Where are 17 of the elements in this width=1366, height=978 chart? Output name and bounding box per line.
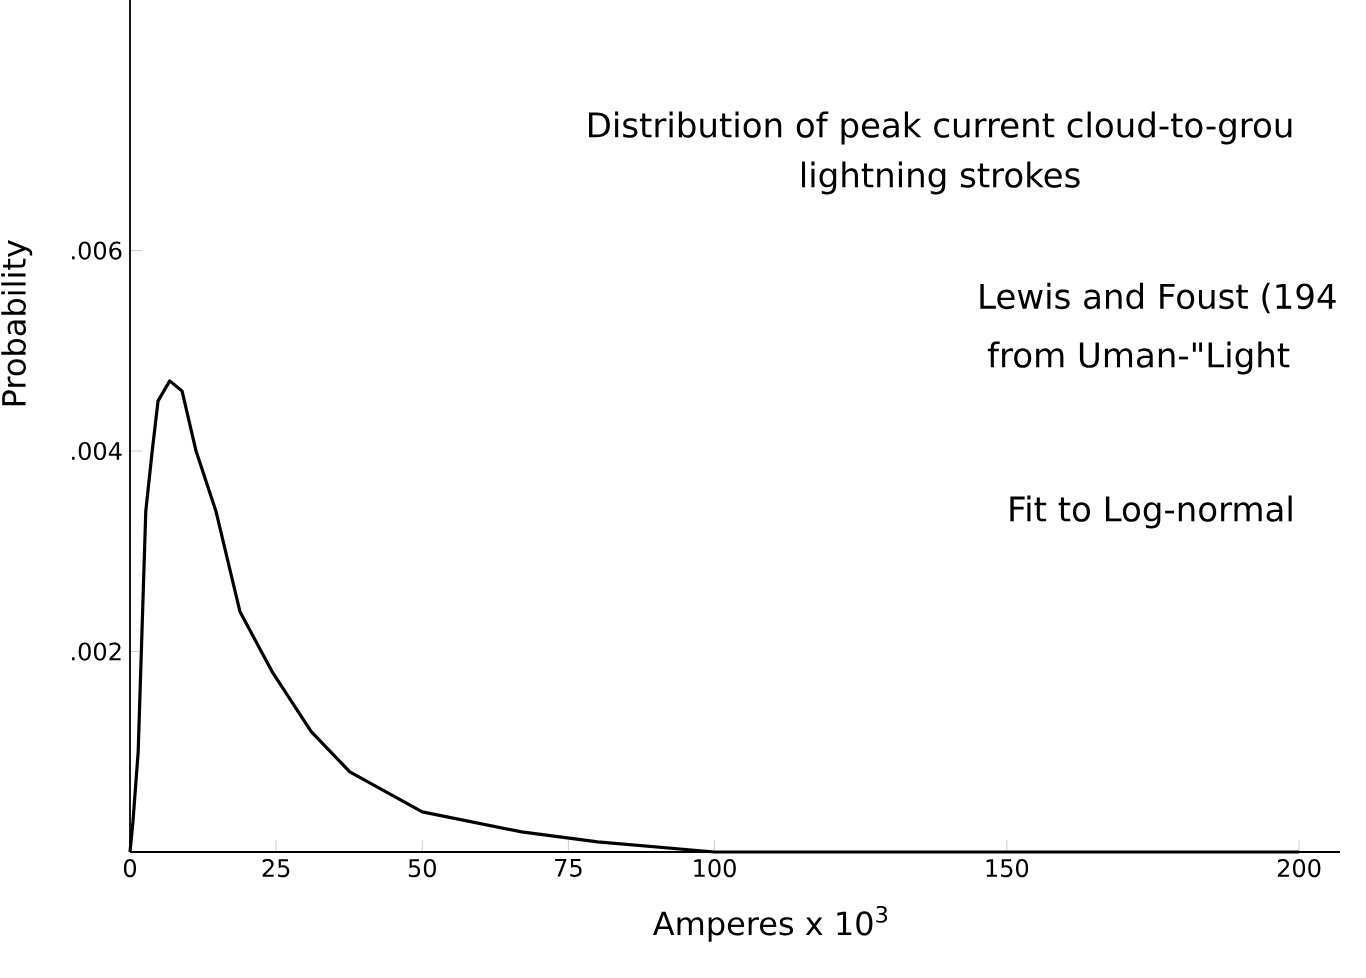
x-tick-label: 50 <box>408 859 436 878</box>
x-axis-title: Amperes x 10$^{3}$ <box>652 905 888 942</box>
text: lightning strokes <box>801 161 1080 195</box>
x-tick-label: 100 <box>694 859 736 878</box>
annotation: Fit to Log-normal <box>1010 495 1292 529</box>
annotation: from Uman-"Light <box>987 341 1290 375</box>
y-tick-label: .002 <box>72 642 121 661</box>
x-tick-label: 0 <box>123 859 137 878</box>
x-tick-label: 200 <box>1277 859 1321 878</box>
x-tick-label: 75 <box>555 859 582 877</box>
text: Distribution of peak current cloud-to-grou <box>589 111 1292 145</box>
y-axis-title: Probability <box>1 240 33 406</box>
x-tick-label: 25 <box>262 859 290 878</box>
y-tick-label: .004 <box>72 441 122 461</box>
y-tick-label: .006 <box>72 241 122 260</box>
annotation: Lewis and Foust (194 <box>980 282 1336 314</box>
x-tick-label: 150 <box>986 859 1029 878</box>
